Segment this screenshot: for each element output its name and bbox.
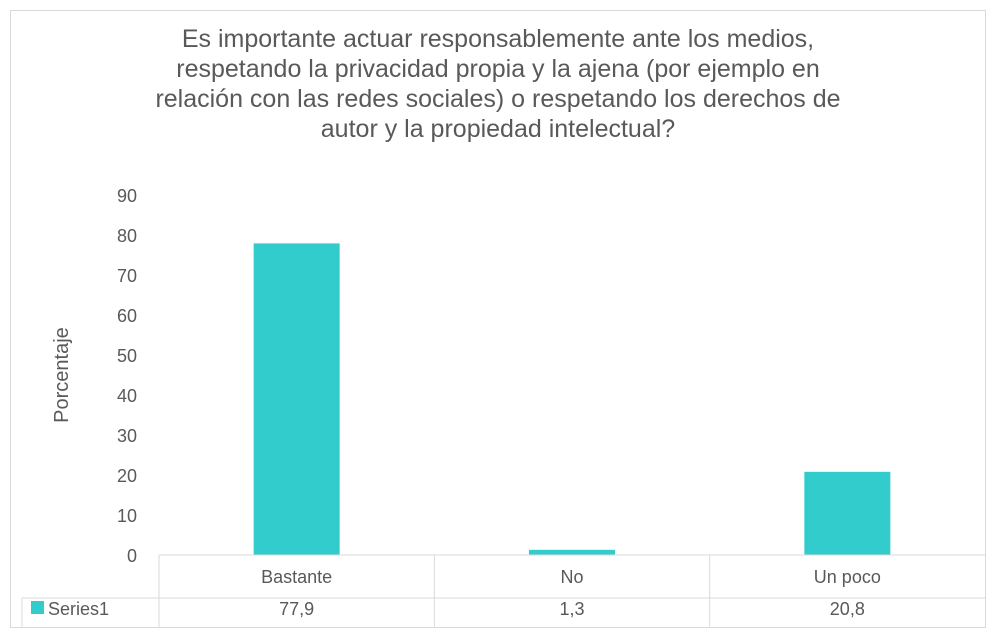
data-label: 20,8 <box>830 599 865 619</box>
y-tick-label: 20 <box>117 466 137 486</box>
y-tick-label: 80 <box>117 226 137 246</box>
bar <box>529 549 615 555</box>
chart-title: Es importante actuar responsablemente an… <box>155 25 841 143</box>
bars <box>253 243 891 555</box>
y-tick-label: 70 <box>117 266 137 286</box>
y-tick-label: 0 <box>127 546 137 566</box>
y-tick-label: 60 <box>117 306 137 326</box>
y-tick-label: 50 <box>117 346 137 366</box>
y-axis-label: Porcentaje <box>51 327 73 423</box>
x-tick-label: Un poco <box>814 567 881 587</box>
legend-swatch <box>31 601 44 614</box>
y-tick-label: 40 <box>117 386 137 406</box>
y-tick-label: 90 <box>117 186 137 206</box>
y-tick-label: 10 <box>117 506 137 526</box>
y-axis: 0 10 20 30 40 50 60 70 80 90 <box>117 186 137 566</box>
data-table: Bastante No Un poco 77,9 1,3 20,8 Series1 <box>21 554 985 628</box>
y-tick-label: 30 <box>117 426 137 446</box>
data-label: 77,9 <box>279 599 314 619</box>
legend-series-name: Series1 <box>48 599 109 619</box>
x-tick-label: No <box>560 567 583 587</box>
x-tick-label: Bastante <box>261 567 332 587</box>
bar <box>253 243 340 555</box>
bar <box>804 471 891 555</box>
data-label: 1,3 <box>559 599 584 619</box>
